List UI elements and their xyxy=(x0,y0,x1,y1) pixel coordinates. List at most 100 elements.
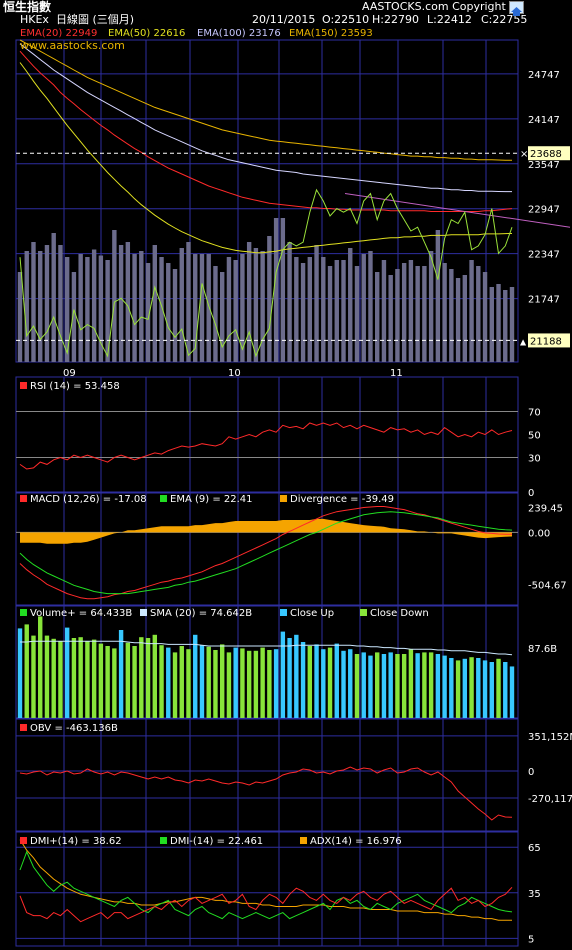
volume-bar-29 xyxy=(213,650,218,718)
volume-bar-6 xyxy=(58,641,63,718)
low-marker-label: 21188 xyxy=(530,336,562,347)
volume-bar-5 xyxy=(51,638,56,718)
price-volume-bar-72 xyxy=(503,290,508,362)
volume-bar-54 xyxy=(381,654,387,718)
volume-bar-55 xyxy=(388,652,393,718)
watermark: www.aastocks.com xyxy=(20,39,125,52)
price-volume-bar-56 xyxy=(395,269,400,362)
price-volume-bar-61 xyxy=(428,251,434,362)
volume-bar-45 xyxy=(321,649,326,718)
rsi-y-tick-2: 30 xyxy=(528,454,541,465)
volume-bar-71 xyxy=(496,658,501,718)
volume-bar-69 xyxy=(482,660,488,718)
legend-signal-name: EMA (9) xyxy=(170,494,210,505)
high-marker-label: 23688 xyxy=(530,149,562,160)
price-volume-bar-14 xyxy=(112,230,117,362)
close-price-line xyxy=(19,188,513,358)
macd-panel-frame xyxy=(15,492,519,606)
price-volume-bar-50 xyxy=(354,266,360,362)
legend-rsi: RSI (14) = 53.458 xyxy=(20,381,120,392)
price-y-tick-5: 21747 xyxy=(528,295,560,306)
legend-signal: EMA (9) = 22.41 xyxy=(160,494,253,505)
price-volume-bar-34 xyxy=(246,242,252,362)
obv-y-tick-2: -270,117 xyxy=(528,794,572,805)
price-volume-bar-54 xyxy=(381,260,387,362)
volume-bar-30 xyxy=(219,644,225,718)
price-volume-bar-43 xyxy=(307,257,313,362)
home-icon[interactable] xyxy=(509,1,524,16)
ema50-line xyxy=(19,62,513,254)
volume-bar-38 xyxy=(273,649,279,718)
legend-ema150: EMA(150) 23593 xyxy=(289,28,373,39)
volume-bar-70 xyxy=(489,662,494,718)
volume-bar-3 xyxy=(38,616,43,718)
price-y-tick-2: 23547 xyxy=(528,160,560,171)
price-volume-bar-2 xyxy=(31,242,36,362)
volume-bar-24 xyxy=(179,646,184,718)
price-volume-bar-9 xyxy=(78,254,83,362)
legend-ema150-value: 23593 xyxy=(340,28,373,39)
volume-bar-23 xyxy=(172,652,178,718)
price-volume-bar-66 xyxy=(462,275,468,362)
price-volume-bar-71 xyxy=(496,284,501,362)
volume-bar-11 xyxy=(91,639,97,718)
low-label: L:22412 xyxy=(427,13,472,26)
price-volume-bar-45 xyxy=(321,257,326,362)
rsi-line xyxy=(19,422,513,470)
ema100-line xyxy=(19,43,512,193)
price-volume-bar-39 xyxy=(280,218,286,362)
macd-line xyxy=(19,506,512,600)
legend-ema100: EMA(100) 23176 xyxy=(197,28,281,39)
price-volume-bar-49 xyxy=(348,248,353,362)
legend-close-up-name: Close Up xyxy=(290,608,335,619)
legend-close-down: Close Down xyxy=(360,608,429,619)
volume-bar-41 xyxy=(294,634,299,718)
legend-divergence: Divergence = -39.49 xyxy=(280,494,394,505)
volume-bar-50 xyxy=(354,654,360,718)
price-volume-bar-44 xyxy=(314,245,319,362)
legend-dmi-plus-name: DMI+(14) xyxy=(30,836,79,847)
price-volume-bar-52 xyxy=(368,251,373,362)
price-volume-bar-23 xyxy=(172,269,178,362)
macd-signal-line xyxy=(19,511,513,595)
volume-bar-33 xyxy=(240,648,245,718)
low-marker-glyph: ▲ xyxy=(520,337,527,346)
volume-bar-4 xyxy=(44,635,50,718)
symbol-label: HKEx xyxy=(20,13,49,26)
legend-macd-name: MACD (12,26) xyxy=(30,494,100,505)
price-volume-bar-62 xyxy=(435,230,441,362)
rsi-y-tick-3: 0 xyxy=(528,488,534,499)
volume-sma-line xyxy=(20,640,513,656)
volume-bar-53 xyxy=(375,652,380,718)
legend-volume-name: Volume+ xyxy=(30,608,76,619)
obv-line xyxy=(19,766,513,821)
volume-bar-31 xyxy=(226,652,232,718)
price-volume-bar-67 xyxy=(469,260,474,362)
price-volume-bar-5 xyxy=(51,233,56,362)
legend-rsi-text: RSI (14) = 53.458 xyxy=(30,381,120,392)
price-volume-bar-13 xyxy=(105,260,110,362)
volume-bar-56 xyxy=(395,654,400,718)
price-y-tick-0: 24747 xyxy=(528,70,560,81)
price-volume-bar-0 xyxy=(17,272,23,362)
volume-bar-65 xyxy=(455,660,461,718)
low-marker-box xyxy=(528,333,570,348)
volume-bar-72 xyxy=(503,662,508,718)
copyright-text: AASTOCKS.com Copyright © xyxy=(362,0,521,13)
price-x-label-0: 09 xyxy=(63,368,76,379)
volume-bar-62 xyxy=(435,654,441,718)
macd-y-tick-1: 0.00 xyxy=(528,528,550,539)
chart-title: 恒生指數 xyxy=(3,0,52,14)
price-volume-bar-26 xyxy=(193,254,198,362)
price-volume-bar-63 xyxy=(442,263,447,362)
legend-dmi-minus-name: DMI-(14) xyxy=(170,836,214,847)
volume-bar-22 xyxy=(166,647,171,718)
price-volume-bar-31 xyxy=(226,257,232,362)
price-volume-bar-53 xyxy=(375,272,380,362)
volume-bar-7 xyxy=(64,627,70,718)
volume-bar-32 xyxy=(233,647,238,718)
volume-bar-46 xyxy=(327,647,333,718)
date-label: 20/11/2015 xyxy=(252,13,316,26)
high-label: H:22790 xyxy=(372,13,419,26)
